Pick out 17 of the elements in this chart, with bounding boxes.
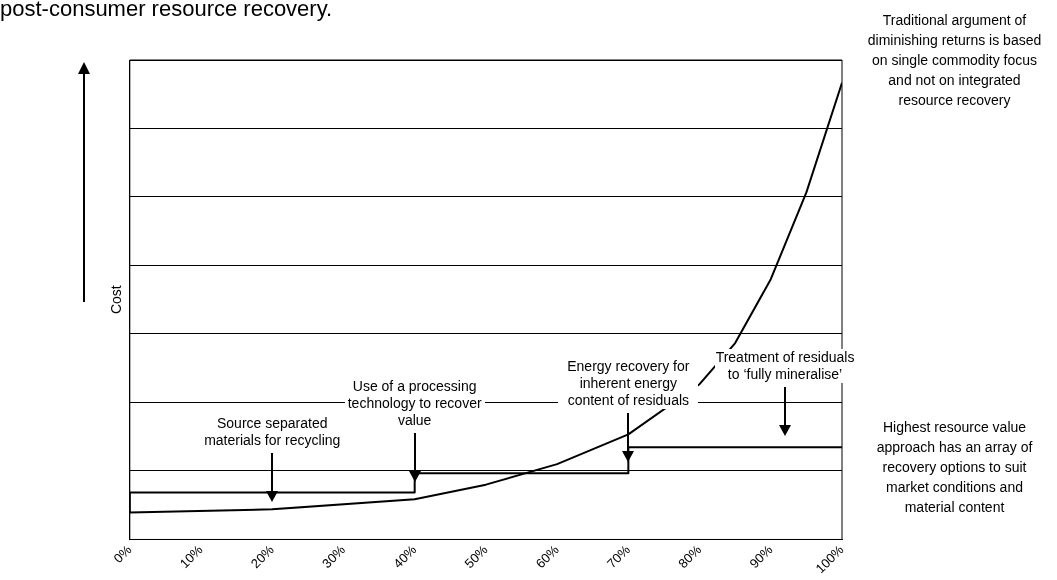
x-tick-label: 60% [532,541,563,572]
x-tick-label: 70% [603,541,634,572]
annotation: Source separated materials for recycling [202,415,343,450]
annotation: Use of a processing technology to recover value [344,378,485,430]
x-tick-label: 0% [110,541,135,566]
text: Traditional argument of diminishing returns is based on single commodity focus and not on integrated resource recovery [867,12,1042,108]
x-tick-label: 90% [746,541,776,572]
x-tick-label: 50% [461,541,491,572]
y-axis-title: Cost [108,285,125,315]
text: Highest resource value approach has an array of recovery options to suit market conditions and material content [876,419,1033,515]
x-tick-label: 30% [319,541,349,572]
x-tick-label: 80% [675,541,705,572]
annotation: Energy recovery for inherent energy content of residuals [558,358,699,410]
chart-title: post-consumer resource recovery. [0,0,333,22]
x-tick-label: 40% [390,541,420,572]
x-tick-label: 10% [176,541,206,572]
annotation: Treatment of residuals to ‘fully mineralise’ [715,349,856,384]
